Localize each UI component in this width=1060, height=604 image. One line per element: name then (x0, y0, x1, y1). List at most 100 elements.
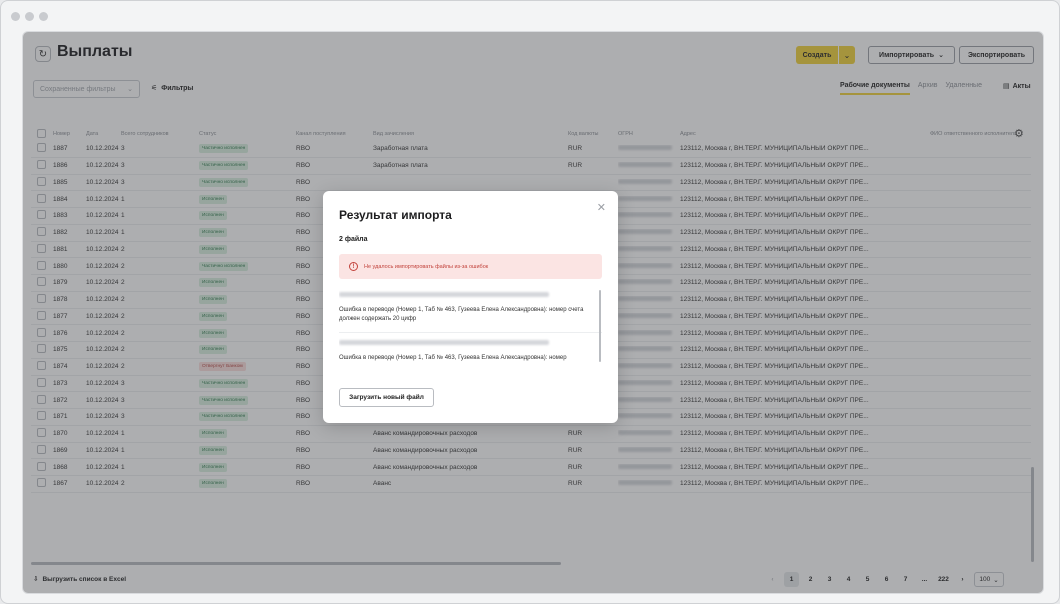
page-button[interactable]: 4 (846, 576, 851, 583)
table-row[interactable]: 1887 10.12.2024 3 Частично исполнен RBO Зараб… (31, 141, 1031, 158)
row-checkbox-cell[interactable] (31, 176, 53, 188)
tab-working-documents[interactable]: Рабочие документы (840, 82, 910, 95)
per-page-select[interactable]: 100 ⌄ (974, 572, 1004, 587)
row-checkbox[interactable] (37, 310, 46, 320)
row-checkbox-cell[interactable] (31, 444, 53, 456)
table-row[interactable]: 1886 10.12.2024 3 Частично исполнен RBO Зараб… (31, 158, 1031, 175)
filters-button[interactable]: ⚟ Фильтры (151, 84, 193, 93)
dialog-title: Результат импорта (339, 208, 452, 222)
page-button[interactable]: 3 (827, 576, 832, 583)
row-checkbox[interactable] (37, 227, 46, 237)
row-checkbox[interactable] (37, 260, 46, 270)
page-button[interactable]: 7 (903, 576, 908, 583)
table-row[interactable]: 1869 10.12.2024 1 Исполнен RBO Аванс командир… (31, 443, 1031, 460)
column-header[interactable]: ФИО ответственного исполнителя (930, 131, 1017, 137)
row-address: 123112, Москва г, ВН.ТЕР.Г. МУНИЦИПАЛЬНЫ… (680, 312, 869, 320)
row-checkbox[interactable] (37, 327, 46, 337)
column-header[interactable]: Дата (86, 131, 99, 137)
row-checkbox[interactable] (37, 394, 46, 404)
row-checkbox-cell[interactable] (31, 377, 53, 389)
acts-button[interactable]: ▤ Акты (1003, 82, 1031, 91)
row-checkbox-cell[interactable] (31, 143, 53, 154)
export-button[interactable]: Экспортировать (959, 46, 1034, 64)
row-checkbox-cell[interactable] (31, 210, 53, 221)
row-checkbox[interactable] (37, 444, 46, 454)
row-checkbox-cell[interactable] (31, 294, 53, 305)
row-checkbox[interactable] (37, 478, 46, 488)
column-header[interactable]: Код валюты (568, 131, 599, 137)
row-date: 10.12.2024 (86, 296, 119, 304)
page-button[interactable]: 6 (884, 576, 889, 583)
table-row[interactable]: 1868 10.12.2024 1 Исполнен RBO Аванс командир… (31, 459, 1031, 476)
row-checkbox[interactable] (37, 361, 46, 371)
row-checkbox-cell[interactable] (31, 411, 53, 422)
window-close-dot[interactable] (11, 12, 20, 21)
row-checkbox-cell[interactable] (31, 160, 53, 171)
row-checkbox-cell[interactable] (31, 277, 53, 288)
row-checkbox[interactable] (37, 160, 46, 170)
table-row[interactable]: 1867 10.12.2024 2 Исполнен RBO Аванс RUR 123112… (31, 476, 1031, 493)
row-currency: RUR (568, 446, 583, 454)
page-button[interactable]: 5 (865, 576, 870, 583)
row-checkbox[interactable] (37, 176, 46, 186)
row-checkbox[interactable] (37, 294, 46, 304)
row-checkbox-cell[interactable] (31, 461, 53, 473)
select-all-checkbox[interactable] (37, 128, 46, 138)
window-maximize-dot[interactable] (39, 12, 48, 21)
vertical-scrollbar[interactable] (1031, 467, 1034, 562)
row-checkbox-cell[interactable] (31, 478, 53, 489)
tab-archive[interactable]: Архив (917, 82, 938, 89)
page-button[interactable]: 2 (808, 576, 813, 583)
row-checkbox-cell[interactable] (31, 310, 53, 322)
column-header[interactable]: Канал поступления (296, 131, 346, 137)
row-checkbox-cell[interactable] (31, 327, 53, 339)
error-list[interactable]: Ошибка в переводе (Номер 1, Таб № 463, Г… (339, 285, 602, 367)
upload-new-file-button[interactable]: Загрузить новый файл (339, 388, 434, 407)
create-dropdown-button[interactable]: ⌄ (839, 46, 855, 64)
row-checkbox[interactable] (37, 193, 46, 203)
row-checkbox-cell[interactable] (31, 394, 53, 406)
next-page-icon[interactable]: › (961, 576, 964, 583)
window-minimize-dot[interactable] (25, 12, 34, 21)
row-checkbox[interactable] (37, 210, 46, 220)
row-checkbox-cell[interactable] (31, 260, 53, 272)
column-header[interactable]: ОГРН (618, 131, 633, 137)
row-checkbox-cell[interactable] (31, 193, 53, 205)
sliders-icon: ⚟ (151, 85, 158, 92)
table-row[interactable]: 1870 10.12.2024 1 Исполнен RBO Аванс командир… (31, 426, 1031, 443)
row-checkbox[interactable] (37, 143, 46, 153)
saved-filters-select[interactable]: Сохраненные фильтры ⌄ (33, 80, 140, 98)
column-header[interactable]: Номер (53, 131, 70, 137)
table-row[interactable]: 1885 10.12.2024 3 Частично исполнен RBO 12311… (31, 175, 1031, 192)
page-button[interactable]: 1 (784, 572, 799, 587)
select-all-checkbox-cell[interactable] (31, 128, 53, 140)
column-header[interactable]: Статус (199, 131, 217, 137)
row-checkbox[interactable] (37, 344, 46, 354)
horizontal-scrollbar[interactable] (31, 562, 561, 565)
prev-page-icon[interactable]: ‹ (771, 576, 774, 583)
row-checkbox-cell[interactable] (31, 361, 53, 372)
export-excel-button[interactable]: ⇩ Выгрузить список в Excel (33, 575, 126, 584)
create-button[interactable]: Создать (796, 46, 838, 64)
refresh-button[interactable]: ↻ (35, 46, 51, 62)
tab-deleted[interactable]: Удаленные (945, 82, 982, 89)
row-checkbox[interactable] (37, 243, 46, 253)
import-button[interactable]: Импортировать ⌄ (868, 46, 955, 64)
column-header[interactable]: Адрес (680, 131, 696, 137)
row-checkbox[interactable] (37, 411, 46, 421)
row-checkbox-cell[interactable] (31, 344, 53, 355)
row-checkbox[interactable] (37, 461, 46, 471)
row-checkbox[interactable] (37, 277, 46, 287)
row-checkbox[interactable] (37, 377, 46, 387)
close-icon[interactable]: ✕ (596, 202, 606, 214)
error-list-scrollbar[interactable] (599, 290, 601, 362)
page-button[interactable]: 222 (938, 576, 949, 583)
row-checkbox-cell[interactable] (31, 428, 53, 439)
row-checkbox-cell[interactable] (31, 227, 53, 238)
column-header[interactable]: Всего сотрудников (121, 131, 169, 137)
gear-icon[interactable]: ⚙ (1014, 128, 1024, 140)
row-checkbox[interactable] (37, 428, 46, 438)
row-kind: Заработная плата (373, 162, 428, 170)
column-header[interactable]: Вид зачисления (373, 131, 414, 137)
row-checkbox-cell[interactable] (31, 243, 53, 255)
